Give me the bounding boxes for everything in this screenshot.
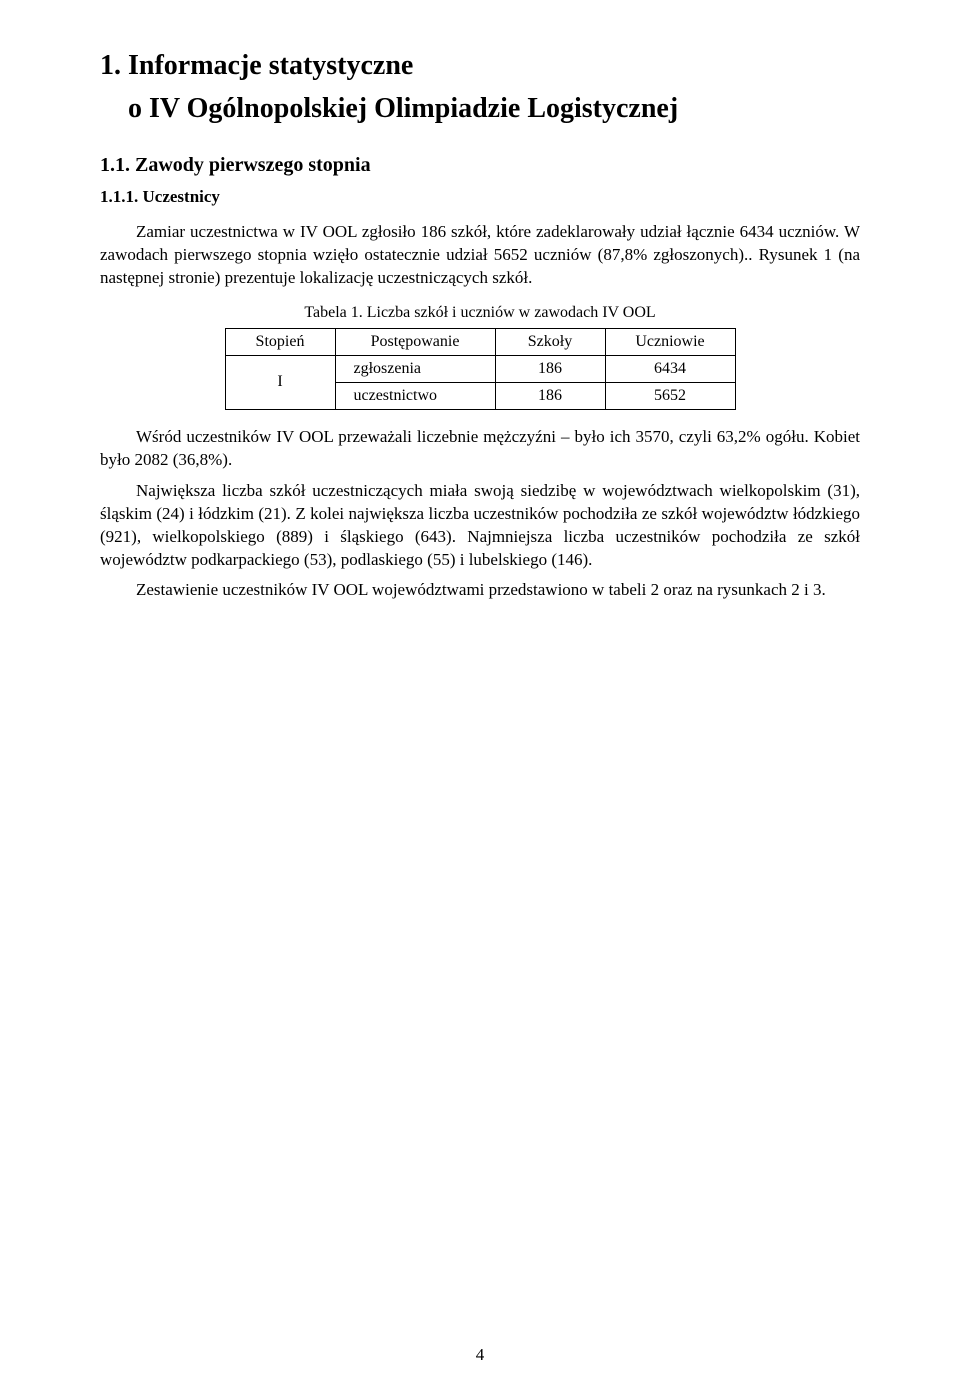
cell-uczniowie: 6434: [605, 355, 735, 382]
page-number: 4: [0, 1345, 960, 1365]
heading-1-line-2: o IV Ogólnopolskiej Olimpiadzie Logistyc…: [128, 91, 860, 126]
col-uczniowie: Uczniowie: [605, 328, 735, 355]
heading-1-line-1: 1. Informacje statystyczne: [100, 48, 860, 83]
document-page: 1. Informacje statystyczne o IV Ogólnopo…: [0, 0, 960, 1389]
cell-stage: I: [225, 355, 335, 409]
col-stopien: Stopień: [225, 328, 335, 355]
cell-postepowanie: zgłoszenia: [335, 355, 495, 382]
heading-3: 1.1.1. Uczestnicy: [100, 187, 860, 207]
paragraph-3: Największa liczba szkół uczestniczących …: [100, 480, 860, 572]
table-header-row: Stopień Postępowanie Szkoły Uczniowie: [225, 328, 735, 355]
table-1-caption: Tabela 1. Liczba szkół i uczniów w zawod…: [100, 304, 860, 322]
paragraph-4: Zestawienie uczestników IV OOL województ…: [100, 579, 860, 602]
col-szkoly: Szkoły: [495, 328, 605, 355]
paragraph-2: Wśród uczestników IV OOL przeważali licz…: [100, 426, 860, 472]
table-row: I zgłoszenia 186 6434: [225, 355, 735, 382]
paragraph-1: Zamiar uczestnictwa w IV OOL zgłosiło 18…: [100, 221, 860, 290]
col-postepowanie: Postępowanie: [335, 328, 495, 355]
cell-szkoly: 186: [495, 355, 605, 382]
cell-postepowanie: uczestnictwo: [335, 382, 495, 409]
table-1: Stopień Postępowanie Szkoły Uczniowie I …: [225, 328, 736, 410]
cell-szkoly: 186: [495, 382, 605, 409]
cell-uczniowie: 5652: [605, 382, 735, 409]
heading-2: 1.1. Zawody pierwszego stopnia: [100, 154, 860, 177]
